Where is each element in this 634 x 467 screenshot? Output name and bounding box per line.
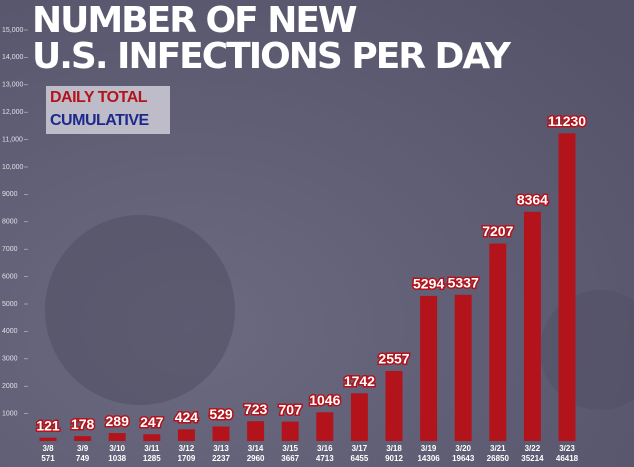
bar	[177, 429, 195, 441]
bar-value-label: 5294	[413, 276, 444, 292]
x-tick-label: 3/22	[525, 444, 541, 453]
cumulative-label: 19643	[452, 454, 475, 463]
cumulative-label: 571	[41, 454, 55, 463]
y-tick-label: 5000	[2, 301, 18, 308]
x-tick-label: 3/14	[248, 444, 264, 453]
bar	[212, 426, 230, 441]
bar	[489, 243, 507, 441]
bar-value-label: 1046	[309, 392, 340, 408]
bar	[454, 294, 472, 441]
bar	[350, 393, 368, 441]
x-tick-label: 3/12	[179, 444, 195, 453]
bar-value-label: 289	[106, 413, 130, 429]
bar-value-label: 723	[244, 401, 268, 417]
x-tick-label: 3/13	[213, 444, 229, 453]
y-tick-label: 13,000	[2, 82, 24, 89]
x-tick-label: 3/18	[386, 444, 402, 453]
virus-decoration	[45, 215, 235, 405]
cumulative-label: 9012	[385, 454, 403, 463]
cumulative-label: 6455	[351, 454, 369, 463]
cumulative-label: 1038	[108, 454, 126, 463]
bar	[39, 437, 57, 441]
bar	[281, 421, 299, 441]
y-tick-label: 10,000	[2, 164, 24, 171]
y-tick-label: 2000	[2, 383, 18, 390]
x-tick-label: 3/19	[421, 444, 437, 453]
y-tick-label: 7000	[2, 246, 18, 253]
y-tick-label: 4000	[2, 328, 18, 335]
y-tick-label: 6000	[2, 273, 18, 280]
cumulative-label: 2960	[247, 454, 265, 463]
bar-value-label: 121	[36, 417, 60, 433]
legend-entry: DAILY TOTAL	[50, 89, 148, 106]
cumulative-label: 26850	[487, 454, 510, 463]
bar	[316, 412, 334, 441]
bar	[247, 421, 265, 441]
bar-value-label: 707	[279, 401, 303, 417]
cumulative-label: 4713	[316, 454, 334, 463]
x-tick-label: 3/23	[559, 444, 575, 453]
x-tick-label: 3/8	[42, 444, 54, 453]
x-tick-label: 3/20	[455, 444, 471, 453]
y-tick-label: 8000	[2, 219, 18, 226]
y-tick-label: 14,000	[2, 54, 24, 61]
x-tick-label: 3/10	[109, 444, 125, 453]
bar	[523, 211, 541, 441]
y-tick-label: 1000	[2, 410, 18, 417]
bar-value-label: 2557	[378, 351, 409, 367]
legend-entry: CUMULATIVE	[50, 112, 150, 129]
bar-value-label: 7207	[482, 223, 513, 239]
bar-value-label: 178	[71, 416, 95, 432]
cumulative-label: 1285	[143, 454, 161, 463]
chart-title: NUMBER OF NEW	[32, 0, 357, 41]
bar	[143, 434, 161, 441]
cumulative-label: 35214	[521, 454, 544, 463]
y-tick-label: 15,000	[2, 27, 24, 34]
bar	[385, 370, 403, 441]
x-tick-label: 3/11	[144, 444, 160, 453]
bar	[558, 133, 576, 441]
bar-value-label: 529	[209, 406, 233, 422]
cumulative-label: 749	[76, 454, 90, 463]
y-tick-label: 12,000	[2, 109, 24, 116]
y-tick-label: 11,000	[2, 136, 23, 143]
cumulative-label: 1709	[178, 454, 196, 463]
cumulative-label: 3667	[281, 454, 299, 463]
bar	[74, 436, 92, 441]
x-tick-label: 3/9	[77, 444, 89, 453]
cumulative-label: 2237	[212, 454, 230, 463]
x-tick-label: 3/16	[317, 444, 333, 453]
x-tick-label: 3/15	[282, 444, 298, 453]
y-tick-label: 9000	[2, 191, 18, 198]
y-tick-label: 3000	[2, 356, 18, 363]
bar-value-label: 8364	[517, 192, 548, 208]
bar	[420, 295, 438, 441]
bar-value-label: 5337	[448, 274, 479, 290]
cumulative-label: 46418	[556, 454, 579, 463]
bar-value-label: 424	[175, 409, 199, 425]
cumulative-label: 14306	[417, 454, 440, 463]
bar-value-label: 1742	[344, 373, 375, 389]
bar-value-label: 11230	[548, 113, 586, 129]
x-tick-label: 3/17	[352, 444, 368, 453]
bar	[108, 433, 126, 441]
bar-value-label: 247	[140, 414, 164, 430]
legend-box	[46, 86, 170, 134]
chart-title: U.S. INFECTIONS PER DAY	[32, 36, 512, 77]
x-tick-label: 3/21	[490, 444, 506, 453]
